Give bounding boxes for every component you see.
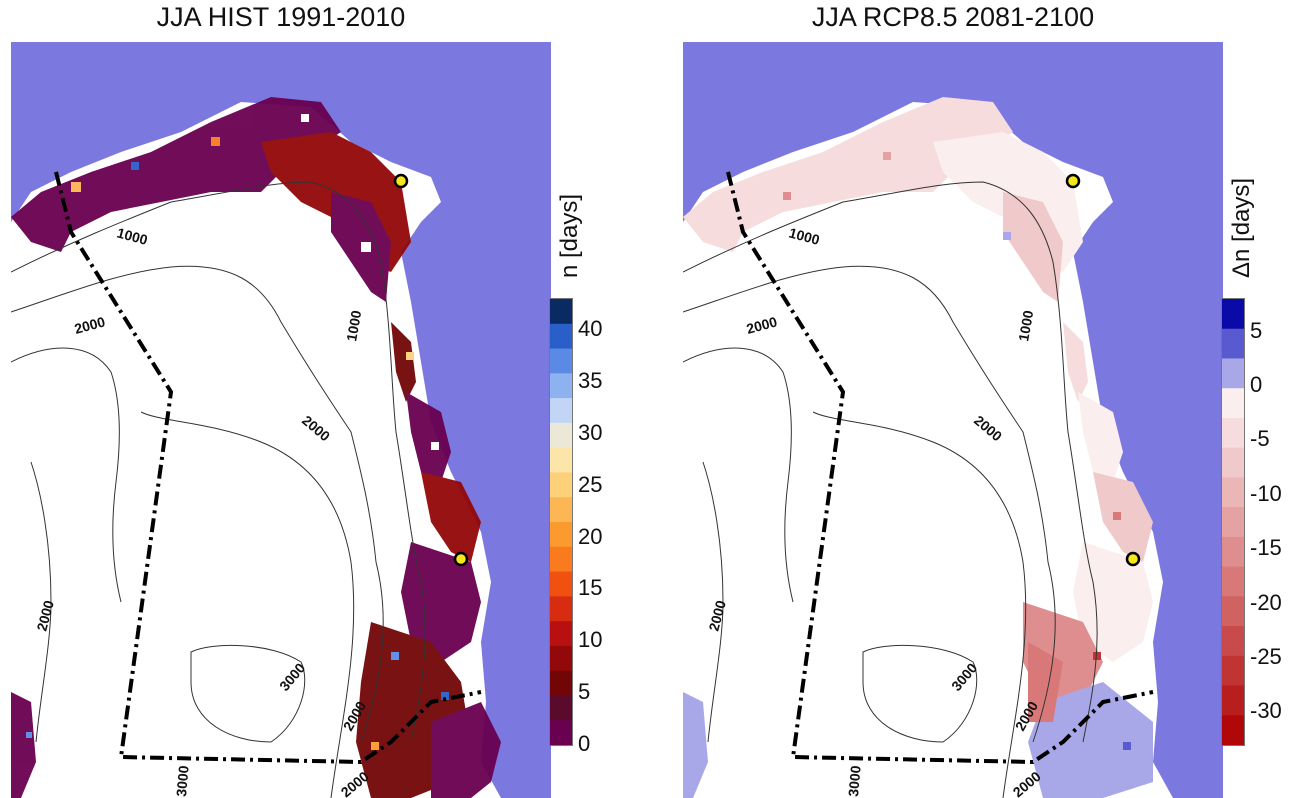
colorbar-tick-label: 35	[578, 367, 603, 393]
colorbar-tick-label: 30	[578, 419, 603, 445]
colorbar-swatch	[1222, 536, 1244, 568]
colorbar-swatch	[1222, 388, 1244, 419]
colorbar-swatch	[550, 621, 572, 647]
station-marker	[393, 173, 409, 189]
colorbar-swatch	[550, 720, 572, 746]
colorbar-swatch	[550, 546, 572, 573]
colorbar-tick-label: -20	[1250, 589, 1282, 615]
colorbar-swatch	[1222, 626, 1244, 657]
colorbar-swatch	[1222, 358, 1244, 389]
colorbar-swatch	[1222, 328, 1244, 359]
colorbar-swatch	[1222, 477, 1244, 508]
melt-days-field	[11, 97, 501, 798]
elevation-contours	[11, 181, 426, 798]
contour-label: 3000	[173, 765, 192, 798]
colorbar-tick-label: 20	[578, 523, 603, 549]
colorbar-tick-label: -10	[1250, 480, 1282, 506]
colorbar-tick-label: 5	[578, 679, 591, 705]
left-colorbar	[549, 298, 573, 746]
colorbar-swatch	[1222, 655, 1244, 687]
basin-boundary	[54, 171, 482, 765]
colorbar-swatch	[550, 373, 572, 399]
contour-label: 2000	[705, 598, 729, 632]
colorbar-swatch	[550, 398, 572, 424]
colorbar-tick-label: -30	[1250, 698, 1282, 724]
colorbar-swatch	[1222, 566, 1244, 597]
colorbar-swatch	[550, 472, 572, 498]
colorbar-swatch	[550, 670, 572, 696]
colorbar-tick-label: -5	[1250, 426, 1270, 452]
left-panel-title: JJA HIST 1991-2010	[156, 2, 406, 32]
colorbar-tick-label: 25	[578, 471, 603, 497]
contour-label: 3000	[845, 765, 864, 798]
contour-label: 1000	[115, 224, 149, 248]
station-marker	[453, 551, 469, 567]
colorbar-swatch	[1222, 596, 1244, 627]
contour-label: 1000	[343, 309, 364, 343]
colorbar-tick-label: 0	[1250, 372, 1263, 398]
colorbar-tick-label: 5	[1250, 317, 1263, 343]
contour-label: 2000	[73, 313, 107, 337]
colorbar-swatch	[1222, 299, 1244, 330]
elevation-contours	[683, 181, 1098, 798]
colorbar-swatch	[550, 422, 572, 449]
colorbar-swatch	[550, 571, 572, 597]
contour-label: 1000	[1015, 309, 1036, 343]
colorbar-tick-label: 0	[578, 731, 591, 756]
melt-days-change-field	[683, 97, 1153, 798]
colorbar-swatch	[550, 447, 572, 473]
colorbar-swatch	[1222, 715, 1244, 746]
colorbar-swatch	[1222, 507, 1244, 538]
colorbar-swatch	[550, 695, 572, 721]
colorbar-swatch	[1222, 447, 1244, 478]
station-marker	[1125, 551, 1141, 567]
colorbar-tick-label: 10	[578, 627, 603, 653]
contour-label: 2000	[33, 598, 57, 632]
right-colorbar-label: Δn [days]	[1228, 177, 1255, 278]
contour-label: 2000	[745, 313, 779, 337]
colorbar-swatch	[550, 348, 572, 374]
basin-boundary	[726, 171, 1154, 765]
left-map: 1000 1000 2000 2000 2000 3000 2000 3000 …	[11, 42, 551, 798]
colorbar-swatch	[550, 596, 572, 622]
contour-label: 1000	[787, 224, 821, 248]
right-map: 1000 1000 2000 2000 2000 3000 2000 3000 …	[683, 42, 1223, 798]
colorbar-tick-label: -25	[1250, 643, 1282, 669]
colorbar-tick-label: 15	[578, 575, 603, 601]
colorbar-swatch	[550, 645, 572, 672]
colorbar-swatch	[550, 299, 572, 325]
right-colorbar	[1221, 298, 1245, 746]
colorbar-tick-label: 40	[578, 316, 603, 342]
colorbar-swatch	[1222, 685, 1244, 716]
station-marker	[1065, 173, 1081, 189]
colorbar-swatch	[550, 497, 572, 523]
colorbar-tick-label: -15	[1250, 535, 1282, 561]
colorbar-swatch	[550, 323, 572, 350]
left-colorbar-label: n [days]	[556, 193, 583, 278]
colorbar-swatch	[550, 522, 572, 548]
colorbar-swatch	[1222, 417, 1244, 449]
right-panel-title: JJA RCP8.5 2081-2100	[811, 2, 1095, 32]
